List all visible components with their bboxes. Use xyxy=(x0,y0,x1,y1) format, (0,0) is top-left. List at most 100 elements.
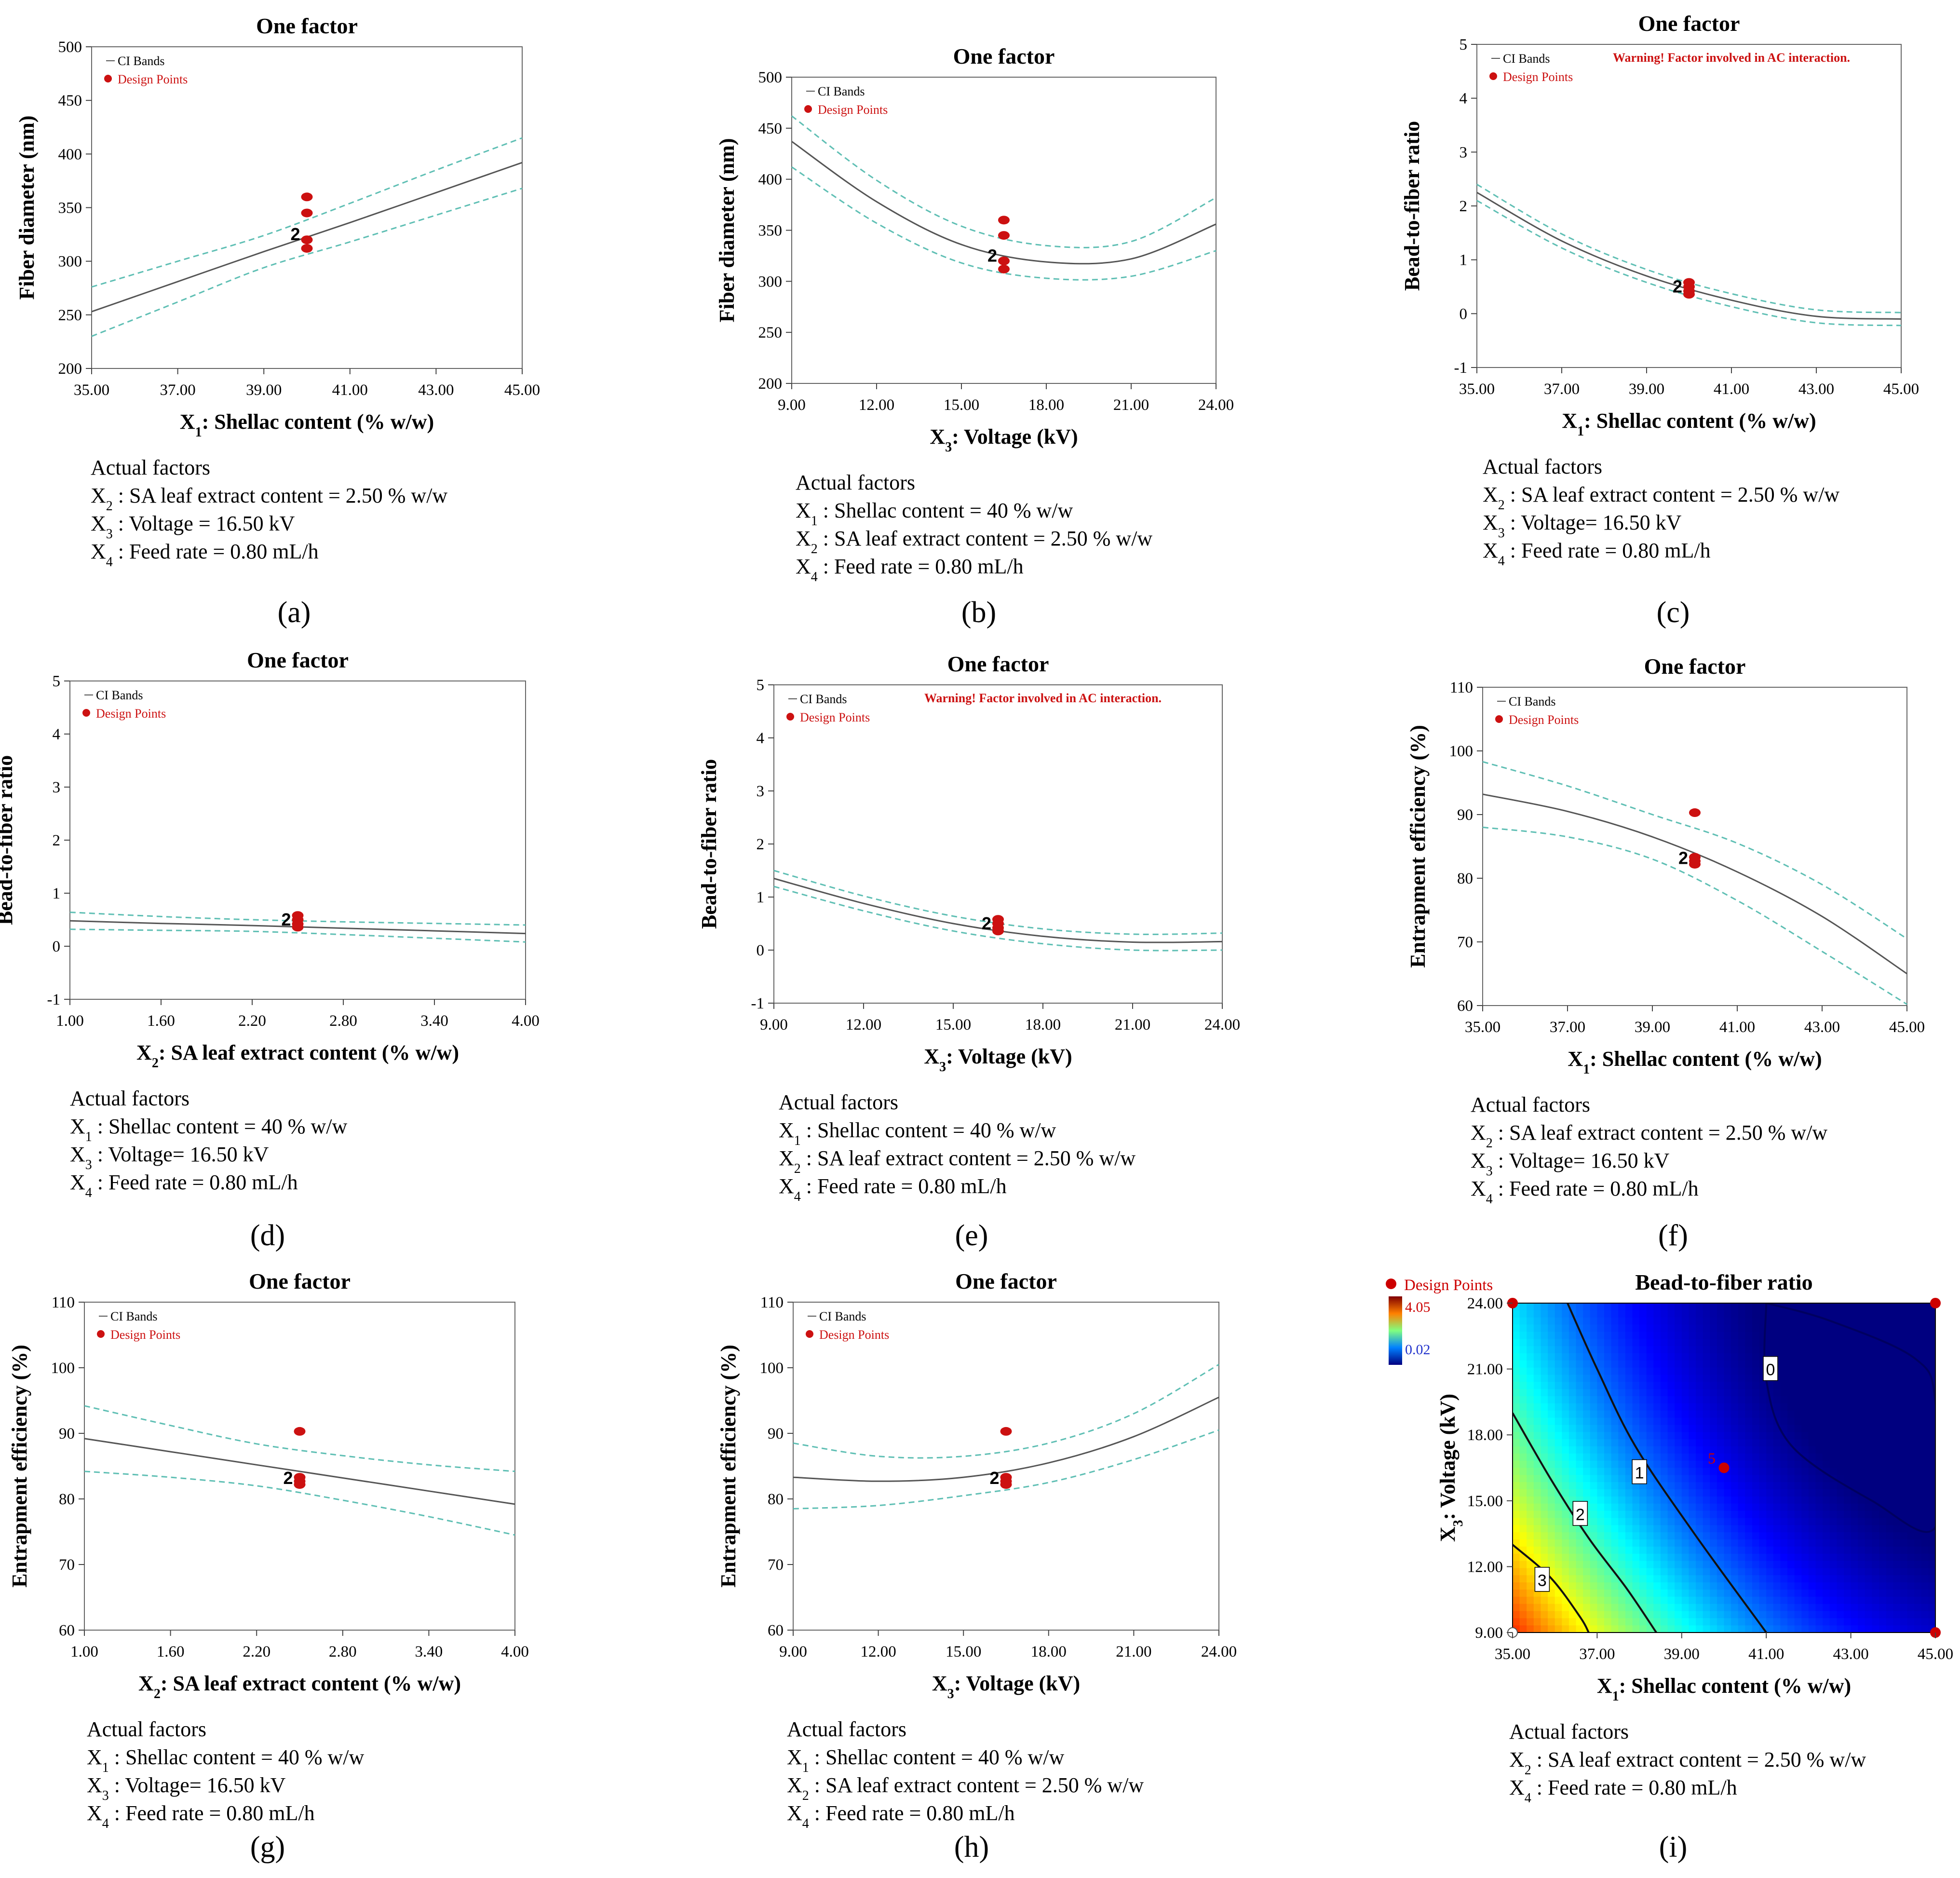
heatmap-cell xyxy=(1815,1589,1824,1597)
heatmap-cell xyxy=(1653,1339,1661,1347)
heatmap-cell xyxy=(1710,1518,1717,1526)
heatmap-cell xyxy=(1893,1317,1901,1325)
y-axis-label: Entrapment efficiency (%) xyxy=(716,1345,740,1587)
heatmap-cell xyxy=(1780,1575,1788,1583)
heatmap-cell xyxy=(1562,1539,1569,1547)
x-tick-label: 4.00 xyxy=(512,1012,540,1030)
y-tick-label: 90 xyxy=(768,1425,784,1443)
heatmap-cell xyxy=(1829,1432,1838,1440)
heatmap-cell xyxy=(1879,1367,1887,1375)
heatmap-cell xyxy=(1844,1360,1852,1368)
heatmap-cell xyxy=(1808,1367,1816,1375)
heatmap-cell xyxy=(1597,1324,1605,1333)
heatmap-cell xyxy=(1801,1374,1809,1383)
heatmap-cell xyxy=(1710,1403,1717,1411)
heatmap-cell xyxy=(1823,1525,1830,1533)
heatmap-cell xyxy=(1653,1589,1661,1597)
heatmap-cell xyxy=(1583,1475,1591,1483)
heatmap-cell xyxy=(1568,1360,1577,1368)
heatmap-cell xyxy=(1541,1532,1549,1540)
heatmap-cell xyxy=(1590,1589,1598,1597)
heatmap-cell xyxy=(1858,1374,1865,1383)
heatmap-cell xyxy=(1646,1596,1654,1605)
heatmap-cell xyxy=(1893,1596,1901,1605)
x-tick-label: 41.00 xyxy=(332,381,368,399)
heatmap-cell xyxy=(1527,1332,1534,1340)
heatmap-cell xyxy=(1907,1532,1915,1540)
actual-factor-line: X4 : Feed rate = 0.80 mL/h xyxy=(1483,539,1711,569)
heatmap-cell xyxy=(1554,1346,1563,1354)
heatmap-cell xyxy=(1837,1503,1844,1511)
heatmap-cell xyxy=(1921,1568,1929,1576)
heatmap-cell xyxy=(1576,1561,1584,1569)
legend-ci-label: CI Bands xyxy=(1509,694,1556,708)
heatmap-cell xyxy=(1646,1582,1654,1590)
heatmap-cell xyxy=(1893,1518,1901,1526)
heatmap-cell xyxy=(1583,1396,1591,1404)
heatmap-cell xyxy=(1851,1611,1859,1619)
heatmap-cell xyxy=(1872,1525,1879,1533)
ci-band-line xyxy=(69,928,526,943)
heatmap-cell xyxy=(1759,1596,1767,1605)
heatmap-cell xyxy=(1696,1317,1703,1325)
heatmap-cell xyxy=(1731,1561,1739,1569)
actual-factors-heading: Actual factors xyxy=(787,1717,906,1741)
heatmap-cell xyxy=(1667,1425,1676,1433)
heatmap-cell xyxy=(1914,1310,1922,1318)
heatmap-cell xyxy=(1928,1310,1935,1318)
heatmap-cell xyxy=(1562,1460,1569,1469)
heatmap-cell xyxy=(1625,1611,1633,1619)
heatmap-cell xyxy=(1815,1453,1824,1461)
heatmap-cell xyxy=(1752,1439,1760,1447)
heatmap-cell xyxy=(1794,1382,1802,1390)
legend-design-label: Design Points xyxy=(1509,713,1579,727)
heatmap-cell xyxy=(1604,1410,1612,1418)
heatmap-cell xyxy=(1724,1539,1732,1547)
heatmap-cell xyxy=(1928,1496,1935,1504)
heatmap-cell xyxy=(1618,1611,1626,1619)
heatmap-cell xyxy=(1738,1346,1746,1354)
heatmap-cell xyxy=(1879,1353,1887,1361)
heatmap-cell xyxy=(1689,1511,1696,1519)
heatmap-cell xyxy=(1548,1503,1555,1511)
heatmap-cell xyxy=(1731,1446,1739,1454)
heatmap-cell xyxy=(1562,1475,1569,1483)
heatmap-cell xyxy=(1738,1575,1746,1583)
heatmap-cell xyxy=(1548,1303,1555,1311)
heatmap-cell xyxy=(1562,1396,1569,1404)
heatmap-cell xyxy=(1773,1596,1781,1605)
heatmap-cell xyxy=(1731,1382,1739,1390)
heatmap-cell xyxy=(1597,1353,1605,1361)
heatmap-cell xyxy=(1900,1511,1908,1519)
heatmap-cell xyxy=(1837,1367,1844,1375)
heatmap-cell xyxy=(1752,1353,1760,1361)
heatmap-cell xyxy=(1731,1432,1739,1440)
y-tick-label: 24.00 xyxy=(1467,1295,1503,1312)
actual-factor-line: X3 : Voltage = 16.50 kV xyxy=(91,512,295,542)
heatmap-cell xyxy=(1660,1410,1668,1418)
x-tick-label: 24.00 xyxy=(1201,1643,1237,1660)
heatmap-cell xyxy=(1731,1417,1739,1426)
heatmap-cell xyxy=(1823,1446,1830,1454)
heatmap-cell xyxy=(1900,1367,1908,1375)
heatmap-cell xyxy=(1921,1374,1929,1383)
heatmap-cell xyxy=(1590,1532,1598,1540)
heatmap-cell xyxy=(1541,1403,1549,1411)
heatmap-cell xyxy=(1618,1317,1626,1325)
heatmap-cell xyxy=(1703,1525,1711,1533)
heatmap-cell xyxy=(1675,1596,1682,1605)
heatmap-cell xyxy=(1724,1503,1732,1511)
heatmap-cell xyxy=(1815,1396,1824,1404)
heatmap-cell xyxy=(1533,1346,1541,1354)
heatmap-cell xyxy=(1780,1446,1788,1454)
design-point xyxy=(294,1480,306,1489)
heatmap-cell xyxy=(1541,1367,1549,1375)
heatmap-cell xyxy=(1681,1439,1690,1447)
heatmap-cell xyxy=(1865,1453,1873,1461)
heatmap-cell xyxy=(1893,1396,1901,1404)
heatmap-cell xyxy=(1646,1374,1654,1383)
contour-label-box xyxy=(1534,1566,1550,1592)
y-tick-label: 1 xyxy=(53,885,61,902)
x-tick-label: 1.00 xyxy=(56,1012,84,1030)
heatmap-cell xyxy=(1689,1303,1696,1311)
